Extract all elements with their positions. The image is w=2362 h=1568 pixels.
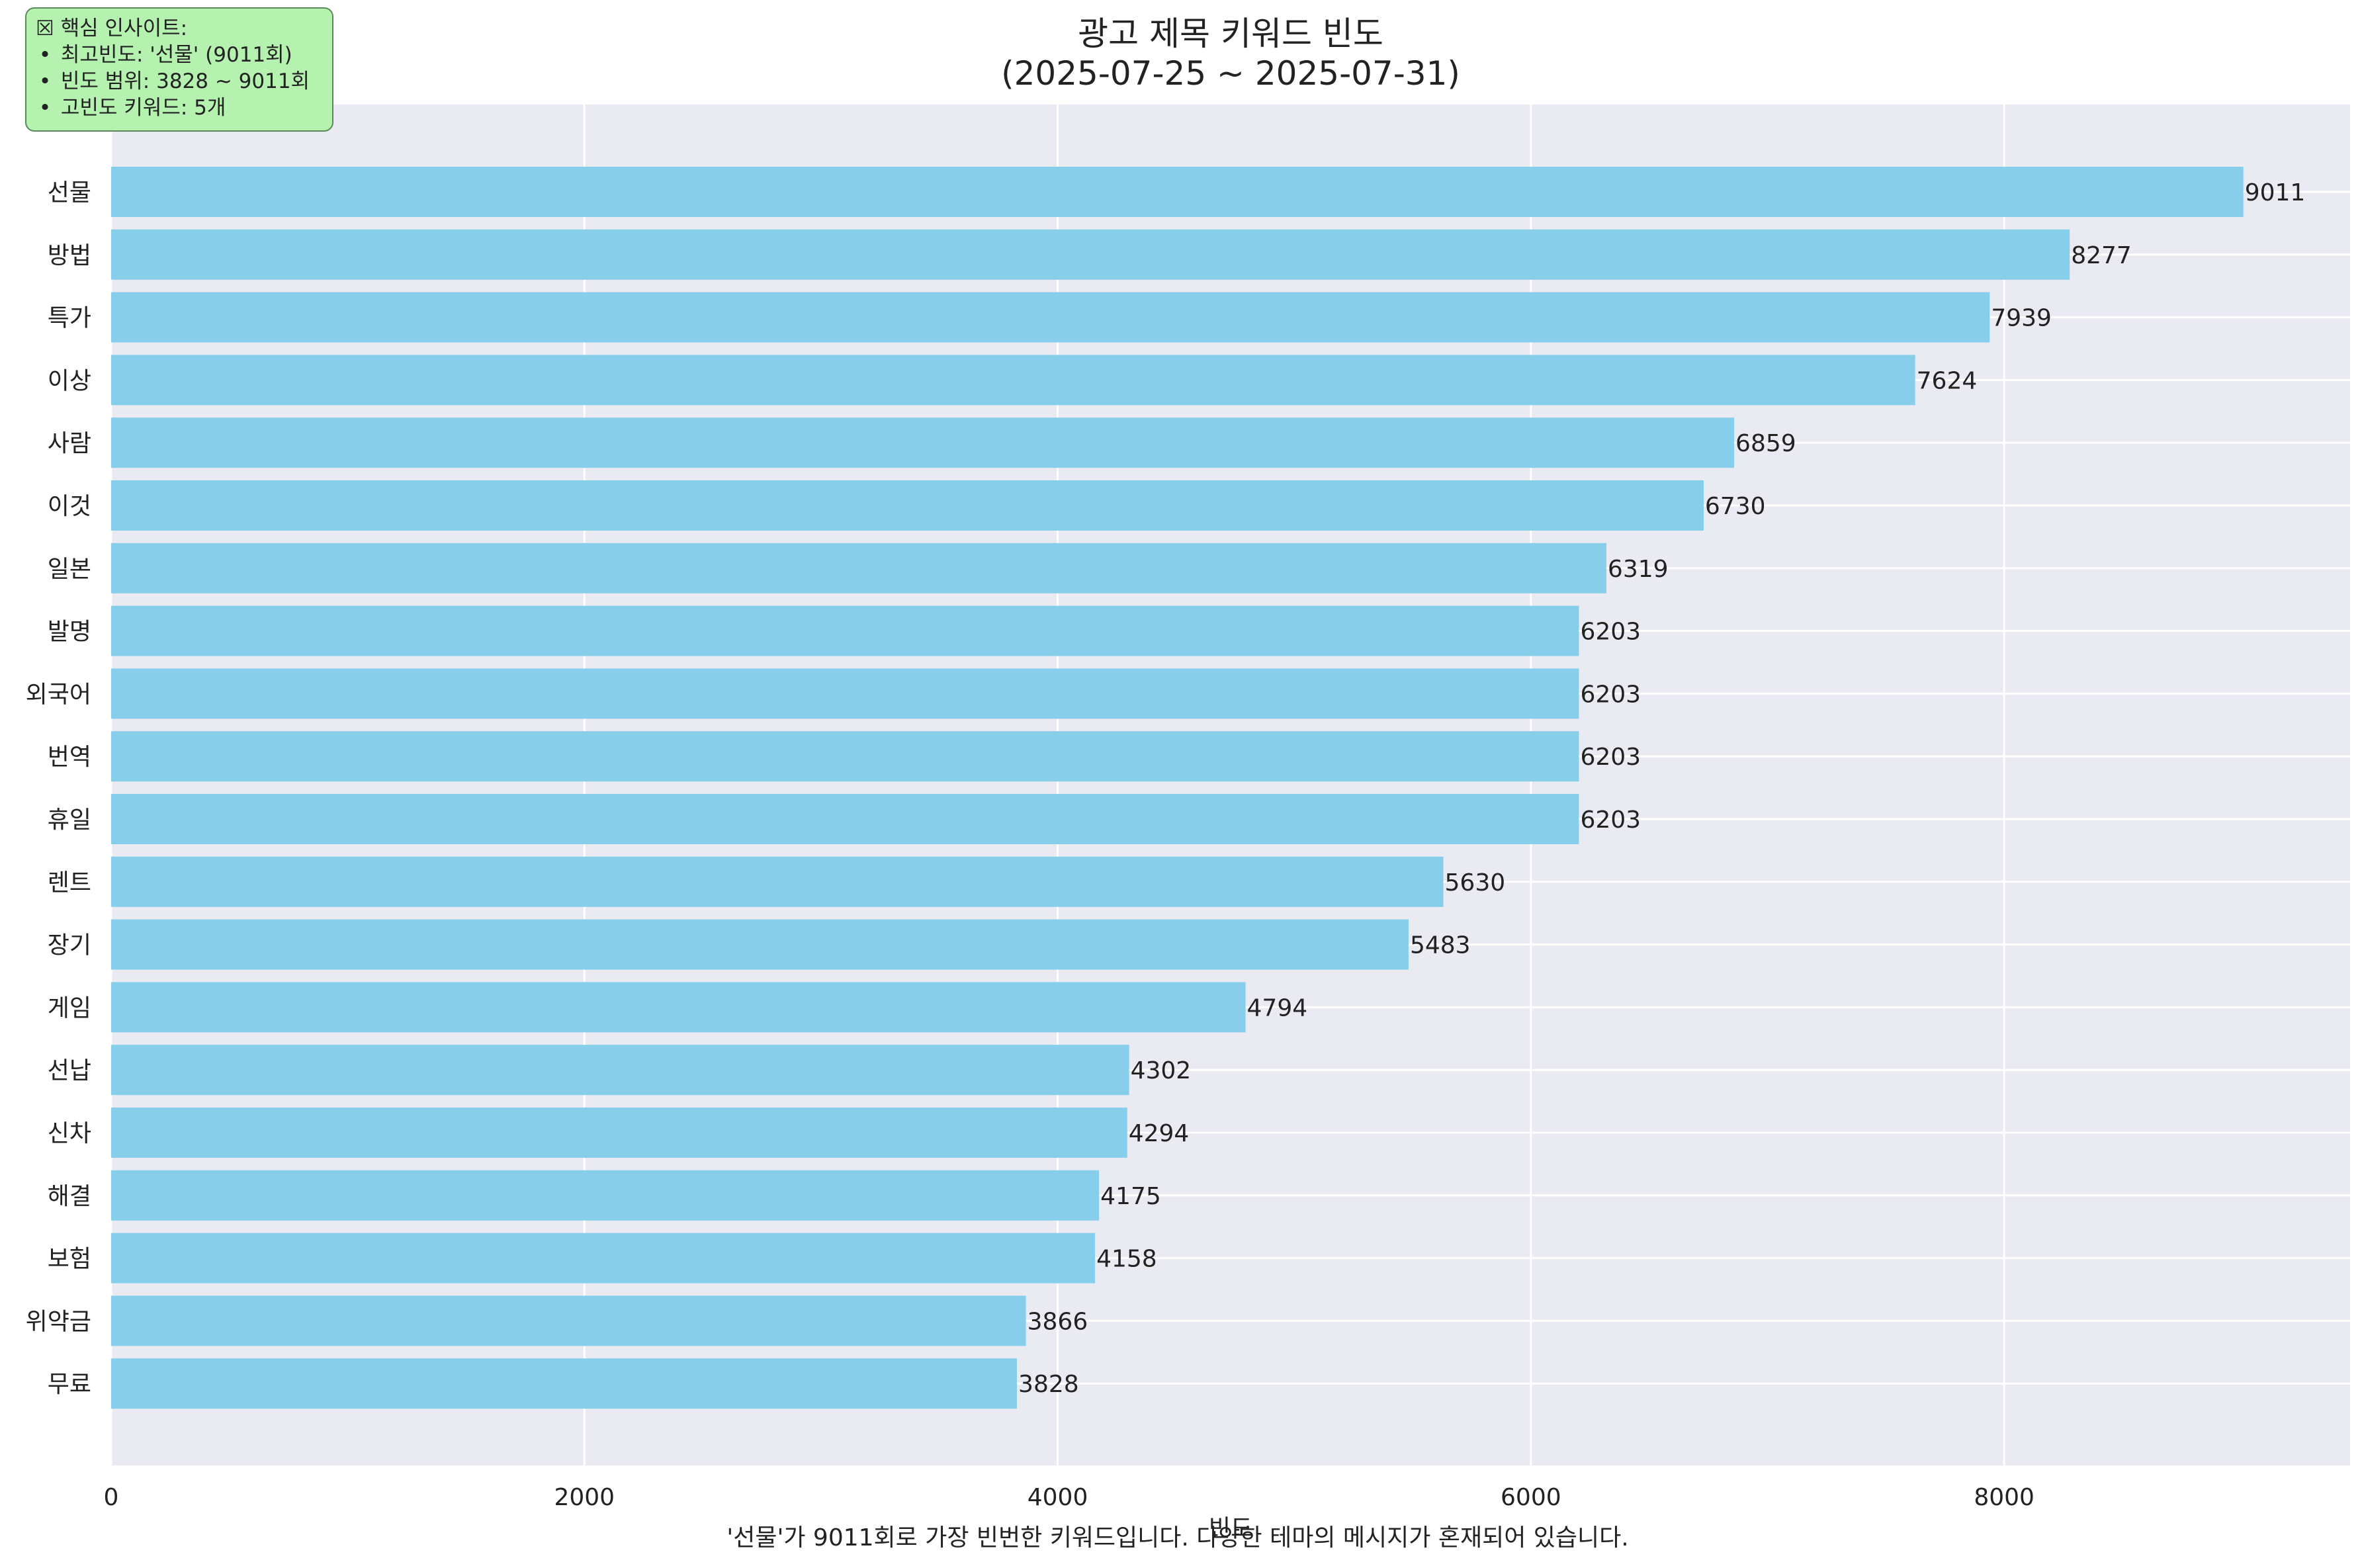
bar-value-label: 6319	[1608, 556, 1669, 583]
bar	[111, 605, 1579, 656]
y-tick-label: 게임	[48, 994, 91, 1022]
x-tick-label: 8000	[1974, 1484, 2034, 1511]
y-tick-label: 선납	[48, 1057, 91, 1084]
bar-value-label: 3828	[1018, 1371, 1079, 1398]
bar	[111, 543, 1606, 593]
bar	[111, 167, 2244, 217]
bar	[111, 1295, 1026, 1346]
x-tick-label: 4000	[1028, 1484, 1088, 1511]
bar-value-label: 4794	[1247, 994, 1308, 1022]
bar	[111, 292, 1990, 343]
bar-value-label: 6203	[1580, 806, 1641, 834]
bar	[111, 668, 1579, 719]
chart-caption: '선물'가 9011회로 가장 빈번한 키워드입니다. 다양한 테마의 메시지가…	[726, 1524, 1628, 1551]
bar	[111, 919, 1409, 970]
bar-value-label: 8277	[2071, 242, 2132, 269]
y-tick-label: 이것	[48, 493, 91, 520]
bar	[111, 229, 2070, 280]
bar-value-label: 4175	[1100, 1183, 1161, 1210]
bar-layer	[111, 167, 2244, 1409]
y-tick-label: 렌트	[48, 869, 91, 896]
insight-bullet: •	[38, 96, 52, 120]
label-layer: 선물 9011 방법 8277 특가 7939 이상 7624 사람 6859 이것 6730 일본 63…	[26, 179, 2306, 1398]
bar-value-label: 9011	[2245, 179, 2306, 206]
bar	[111, 731, 1579, 782]
y-tick-label: 위약금	[26, 1308, 91, 1335]
y-tick-label: 해결	[48, 1183, 91, 1210]
bar	[111, 794, 1579, 844]
y-tick-label: 외국어	[26, 681, 91, 708]
y-tick-label: 발명	[48, 619, 91, 646]
insight-line-1: • 최고빈도: '선물' (9011회)	[36, 42, 323, 68]
y-tick-label: 휴일	[48, 806, 91, 834]
y-tick-label: 무료	[48, 1371, 91, 1398]
bar	[111, 355, 1915, 406]
bar	[111, 1108, 1127, 1158]
x-tick-label: 6000	[1501, 1484, 1561, 1511]
bar	[111, 1045, 1129, 1096]
bar	[111, 1170, 1100, 1221]
bar	[111, 480, 1704, 531]
insight-line-text: 빈도 범위: 3828 ~ 9011회	[60, 69, 310, 93]
bar-value-label: 6203	[1580, 744, 1641, 771]
insight-box: ☒ 핵심 인사이트: • 최고빈도: '선물' (9011회) • 빈도 범위:…	[25, 7, 333, 132]
bar-value-label: 3866	[1028, 1308, 1088, 1335]
bar-value-label: 6203	[1580, 681, 1641, 708]
bar	[111, 417, 1735, 468]
bar-value-label: 5630	[1445, 869, 1506, 896]
bar-value-label: 5483	[1410, 932, 1471, 959]
insight-bullet: •	[38, 69, 52, 93]
y-tick-label: 신차	[48, 1120, 91, 1147]
bar-value-label: 6203	[1580, 619, 1641, 646]
bar	[111, 1358, 1018, 1409]
y-tick-label: 이상	[48, 367, 91, 394]
bar-value-label: 7939	[1991, 305, 2052, 332]
insight-bullet: •	[38, 43, 52, 67]
bar-value-label: 4302	[1131, 1057, 1192, 1084]
x-tick-label: 0	[104, 1484, 119, 1511]
bar	[111, 1233, 1096, 1284]
x-tick-layer: 0 2000 4000 6000 8000	[104, 1484, 2034, 1511]
bar-value-label: 6730	[1705, 493, 1766, 520]
x-tick-label: 2000	[554, 1484, 615, 1511]
insight-header: ☒ 핵심 인사이트:	[36, 17, 188, 40]
insight-line-3: • 고빈도 키워드: 5개	[36, 95, 323, 121]
bar	[111, 856, 1444, 907]
y-tick-label: 사람	[48, 430, 91, 457]
y-tick-label: 보험	[48, 1246, 91, 1273]
y-tick-label: 특가	[48, 305, 91, 332]
bar-value-label: 4158	[1096, 1246, 1157, 1273]
y-tick-label: 선물	[48, 179, 91, 206]
y-tick-label: 장기	[48, 932, 91, 959]
chart-title-line-1: 광고 제목 키워드 빈도	[1078, 15, 1383, 53]
y-tick-label: 방법	[48, 242, 91, 269]
insight-line-text: 고빈도 키워드: 5개	[60, 96, 226, 120]
bar	[111, 982, 1246, 1033]
bar-value-label: 6859	[1735, 430, 1796, 457]
y-tick-label: 번역	[48, 744, 91, 771]
chart-title-line-2: (2025-07-25 ~ 2025-07-31)	[1001, 54, 1460, 93]
y-tick-label: 일본	[48, 556, 91, 583]
bar-value-label: 7624	[1917, 367, 1978, 394]
insight-line-2: • 빈도 범위: 3828 ~ 9011회	[36, 68, 323, 95]
x-axis-label: 빈도	[1209, 1515, 1252, 1542]
bar-value-label: 4294	[1129, 1120, 1190, 1147]
insight-line-text: 최고빈도: '선물' (9011회)	[60, 43, 292, 67]
